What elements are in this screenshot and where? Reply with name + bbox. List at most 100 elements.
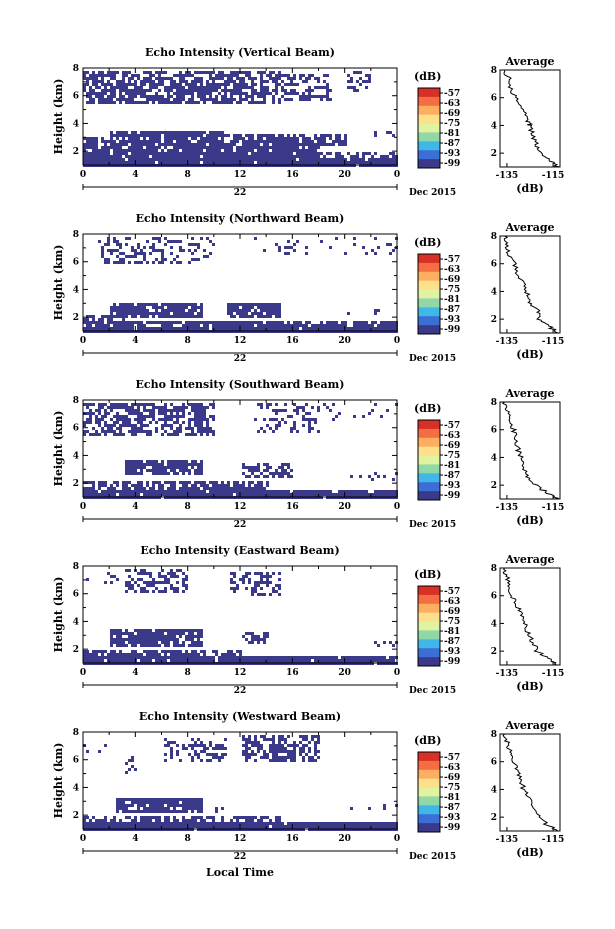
x-tick-label: 12	[234, 502, 247, 512]
month-label: Dec 2015	[409, 520, 456, 530]
average-title: Average	[504, 55, 554, 68]
colorbar-swatch	[418, 778, 440, 789]
avg-y-tick-label: 6	[491, 426, 497, 436]
x-tick-label: 8	[185, 834, 191, 844]
colorbar-swatch	[418, 796, 440, 806]
heatmap-cells	[83, 735, 398, 831]
y-tick-label: 8	[73, 396, 79, 406]
panel-title: Echo Intensity (Westward Beam)	[139, 710, 341, 723]
x-tick-label: 12	[234, 834, 247, 844]
colorbar-frame	[417, 419, 441, 501]
colorbar-swatch	[418, 621, 440, 631]
avg-x-tick-label: -135	[496, 835, 519, 845]
colorbar-tick-label: -99	[444, 325, 460, 335]
average-profile-panel: Average 2 4 6 8 -135 -115(dB)	[491, 221, 565, 361]
heatmap-cells	[83, 237, 398, 333]
x-tick-label: 16	[286, 170, 299, 180]
x-tick-label: 0	[394, 502, 400, 512]
x-tick-label: 20	[338, 336, 351, 346]
colorbar-swatch	[418, 455, 440, 465]
colorbar-tick-label: -93	[444, 647, 460, 657]
average-profile-panel: Average 2 4 6 8 -135 -115(dB)	[491, 719, 565, 859]
average-frame	[499, 733, 561, 832]
avg-y-tick-label: 4	[491, 287, 497, 297]
colorbar-unit: (dB)	[414, 402, 441, 415]
colorbar-tick-label: -57	[444, 421, 460, 431]
echo-cells	[83, 735, 398, 831]
colorbar-tick-label: -99	[444, 657, 460, 667]
colorbar-swatch	[418, 316, 440, 326]
colorbar-tick-label: -63	[444, 597, 460, 607]
colorbar-swatch	[418, 262, 440, 273]
colorbar-swatch	[418, 446, 440, 457]
colorbar-swatch	[418, 105, 440, 116]
colorbar-tick-label: -87	[444, 803, 460, 813]
average-title: Average	[504, 221, 554, 234]
colorbar-tick-label: -63	[444, 763, 460, 773]
colorbar-unit: (dB)	[414, 568, 441, 581]
colorbar-tick-label: -69	[444, 109, 460, 119]
colorbar-swatch	[418, 482, 440, 492]
avg-y-tick-label: 2	[491, 149, 497, 159]
avg-y-tick-label: 6	[491, 260, 497, 270]
colorbar-tick-label: -57	[444, 89, 460, 99]
x-tick-label: 8	[185, 668, 191, 678]
echo-cells	[83, 237, 398, 333]
average-profile-panel: Average 2 4 6 8 -135 -115(dB)	[491, 387, 565, 527]
colorbar-swatch	[418, 271, 440, 282]
x-tick-label: 0	[80, 834, 86, 844]
colorbar-tick-label: -75	[444, 783, 460, 793]
colorbar-swatch	[418, 96, 440, 107]
avg-y-tick-label: 8	[491, 730, 497, 740]
date-label: 22	[234, 520, 247, 530]
heatmap-cells	[83, 569, 398, 665]
colorbar-tick-label: -63	[444, 431, 460, 441]
avg-x-axis-label: (dB)	[516, 182, 543, 195]
x-tick-label: 20	[338, 170, 351, 180]
y-tick-label: 2	[73, 479, 79, 489]
x-axis-label: Local Time	[206, 866, 274, 879]
colorbar-swatch	[418, 280, 440, 291]
colorbar-tick-label: -69	[444, 773, 460, 783]
x-tick-label: 20	[338, 834, 351, 844]
avg-x-tick-label: -115	[542, 835, 565, 845]
echo-panel-1: Echo Intensity (Vertical Beam) 2 4 6 8 Height…	[52, 46, 564, 198]
echo-panel-5: Echo Intensity (Westward Beam) 2 4 6 8 Height…	[52, 710, 564, 862]
avg-x-tick-label: -115	[542, 503, 565, 513]
colorbar-swatch	[418, 307, 440, 317]
panel-title: Echo Intensity (Eastward Beam)	[140, 544, 339, 557]
y-tick-label: 6	[73, 424, 79, 434]
avg-x-tick-label: -135	[496, 337, 519, 347]
avg-y-tick-label: 8	[491, 66, 497, 76]
colorbar-swatch	[418, 491, 440, 501]
avg-x-tick-label: -135	[496, 669, 519, 679]
colorbar-tick-label: -87	[444, 637, 460, 647]
average-profile-panel: Average 2 4 6 8 -135 -115(dB)	[491, 553, 565, 693]
x-tick-label: 16	[286, 668, 299, 678]
x-tick-label: 8	[185, 502, 191, 512]
average-profile-line	[501, 401, 560, 500]
avg-x-axis-label: (dB)	[516, 348, 543, 361]
average-frame	[499, 567, 561, 666]
avg-y-tick-label: 2	[491, 315, 497, 325]
colorbar-tick-label: -69	[444, 607, 460, 617]
colorbar-unit: (dB)	[414, 734, 441, 747]
avg-x-axis-label: (dB)	[516, 514, 543, 527]
average-frame	[499, 401, 561, 500]
colorbar-tick-label: -57	[444, 753, 460, 763]
colorbar-swatch	[418, 603, 440, 614]
colorbar-swatch	[418, 473, 440, 483]
y-tick-label: 6	[73, 92, 79, 102]
colorbar-swatch	[418, 464, 440, 474]
colorbar-swatch	[418, 420, 440, 430]
colorbar-swatch	[418, 814, 440, 824]
y-tick-label: 2	[73, 313, 79, 323]
x-tick-label: 0	[80, 668, 86, 678]
colorbar-swatch	[418, 254, 440, 264]
avg-x-tick-label: -115	[542, 337, 565, 347]
date-label: 22	[234, 686, 247, 696]
echo-panel-4: Echo Intensity (Eastward Beam) 2 4 6 8 Height…	[52, 544, 564, 696]
colorbar-frame	[417, 253, 441, 335]
avg-y-tick-label: 2	[491, 481, 497, 491]
